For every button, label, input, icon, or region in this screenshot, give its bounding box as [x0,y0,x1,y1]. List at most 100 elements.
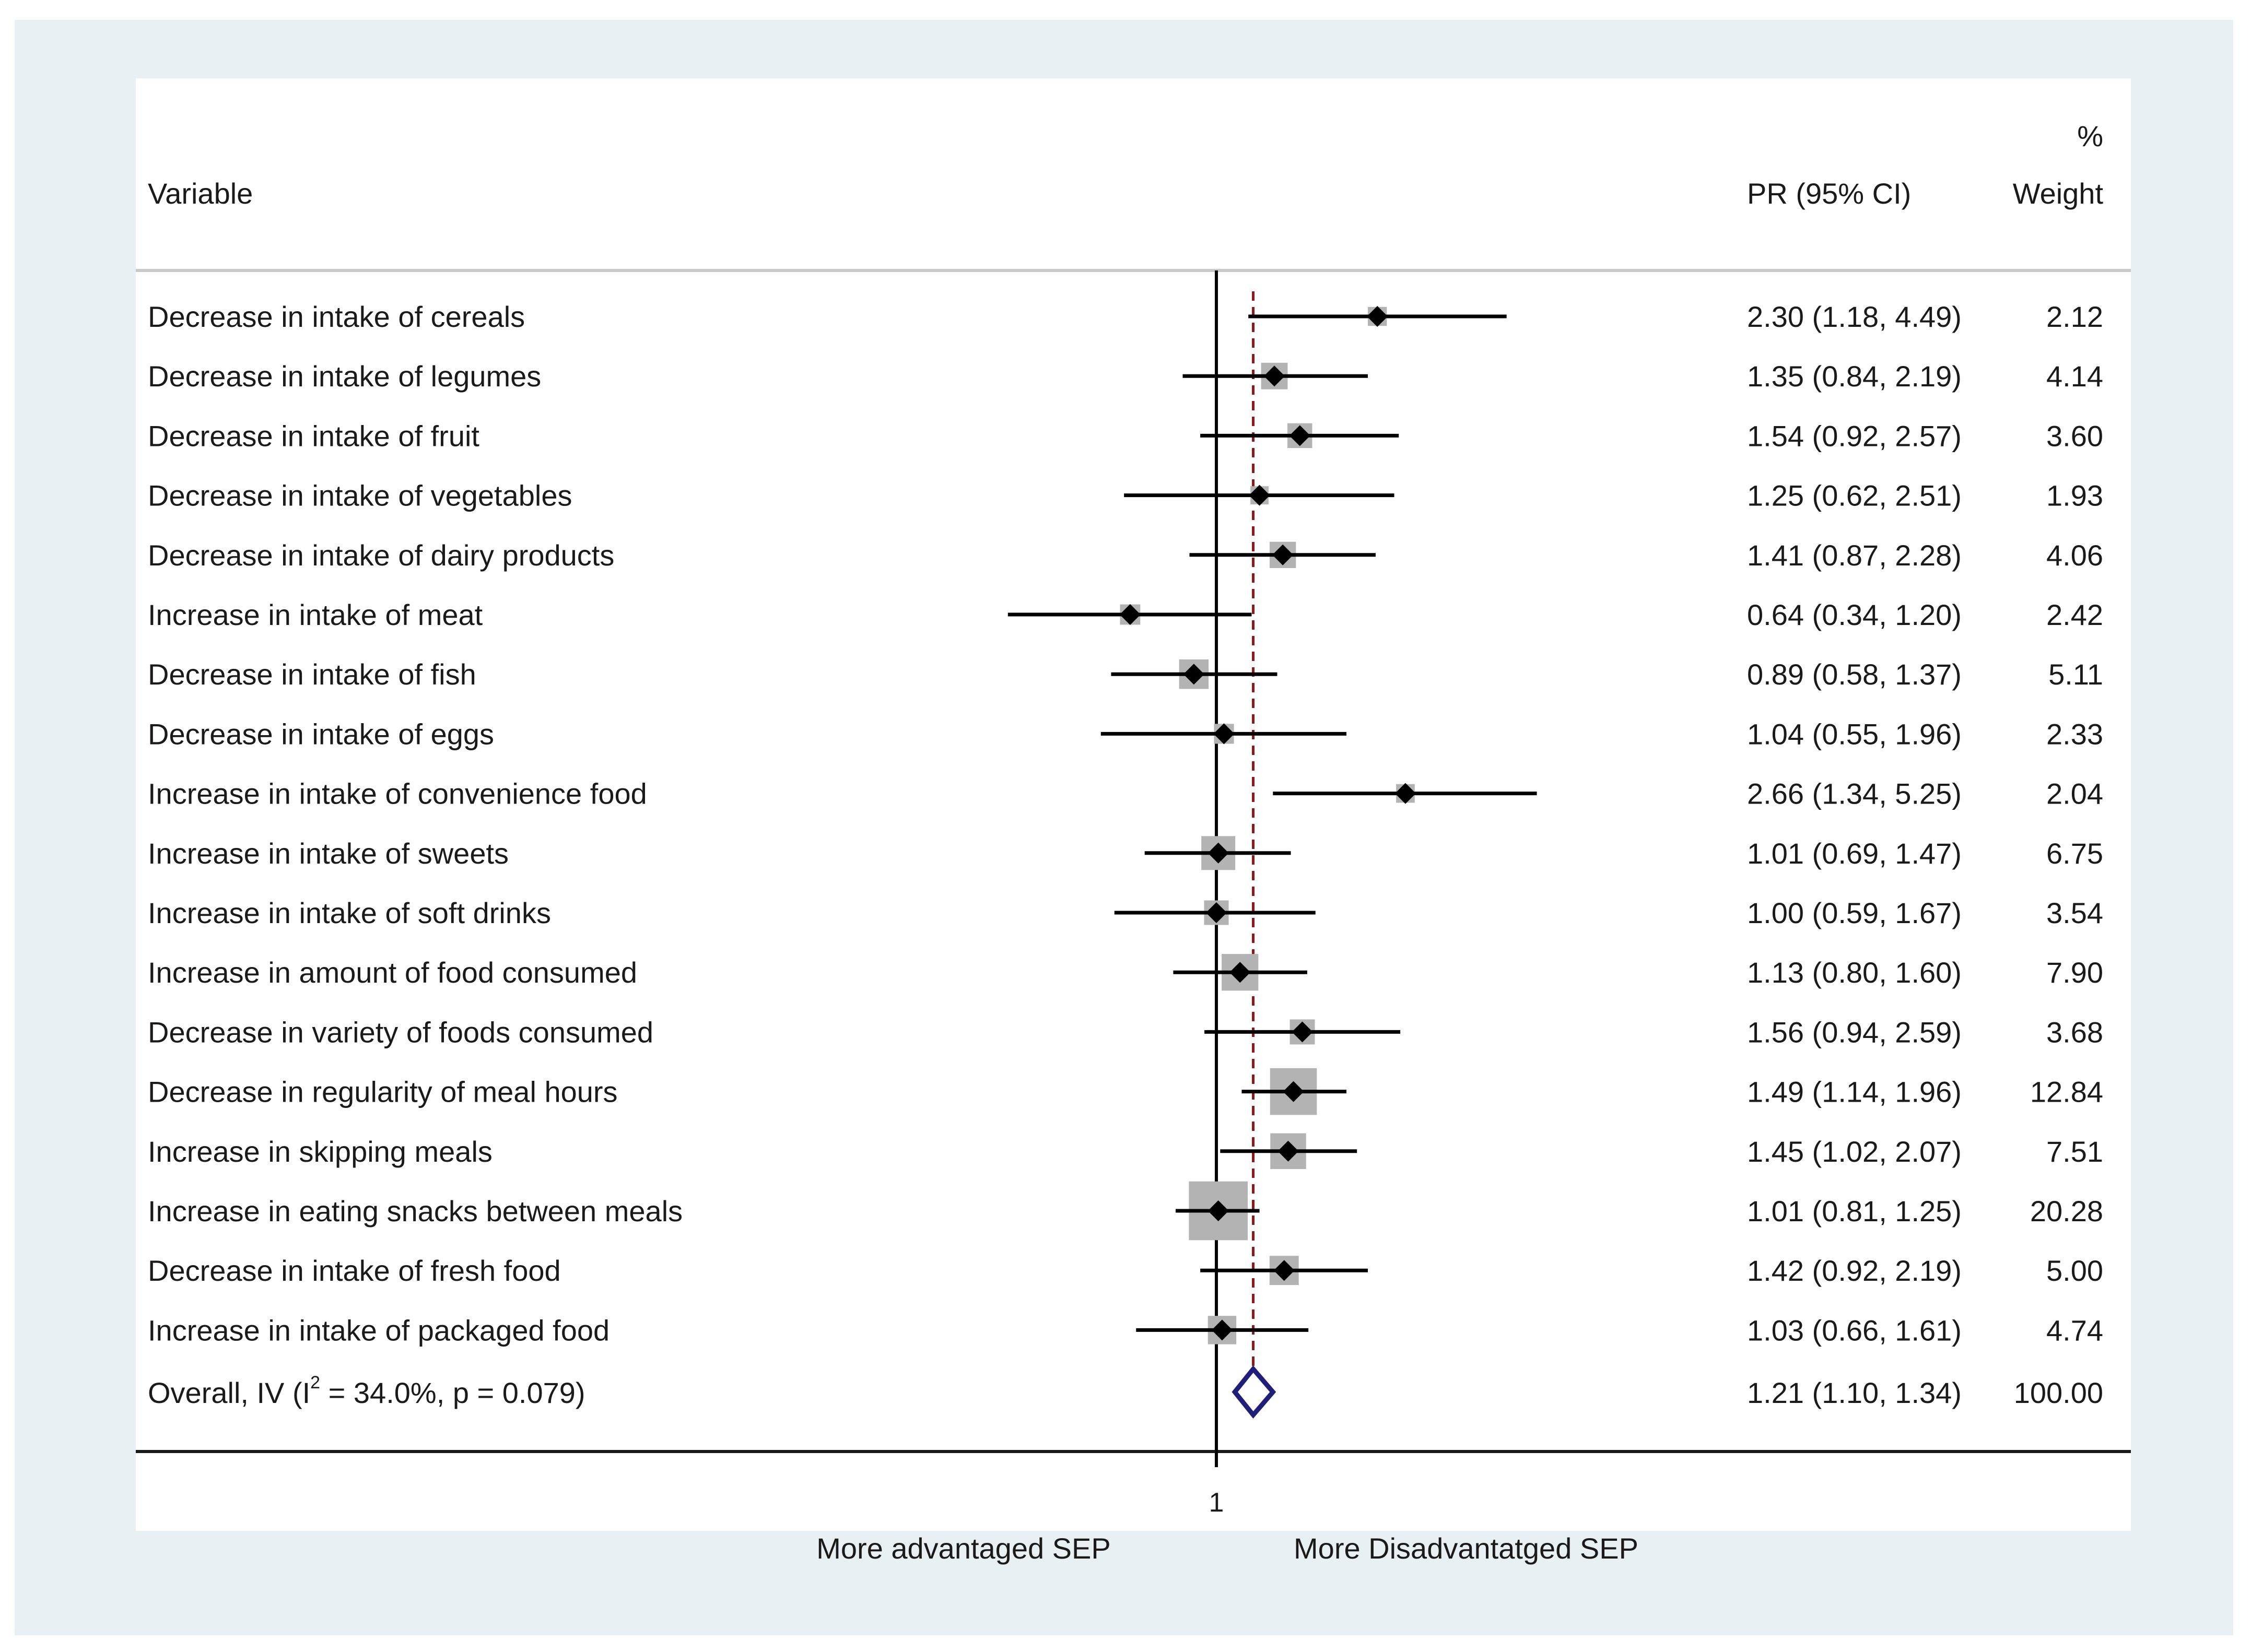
forest-row: Decrease in intake of legumes 1.35 (0.84,… [148,360,2103,393]
row-label: Decrease in intake of vegetables [148,479,572,512]
row-ci-text: 0.64 (0.34, 1.20) [1747,598,1962,631]
row-weight-text: 12.84 [2030,1076,2103,1108]
row-weight-text: 6.75 [2046,837,2103,870]
forest-row: Decrease in intake of vegetables 1.25 (0.… [148,479,2103,512]
row-label: Increase in eating snacks between meals [148,1195,683,1228]
header-estimate: PR (95% CI) [1747,177,1911,210]
forest-row: Increase in intake of sweets 1.01 (0.69, … [148,836,2103,870]
row-label: Decrease in intake of eggs [148,717,494,750]
row-ci-text: 1.56 (0.94, 2.59) [1747,1016,1962,1048]
row-label: Decrease in intake of fresh food [148,1254,561,1287]
row-weight-text: 4.06 [2046,539,2103,572]
point-estimate-marker [1213,723,1235,745]
row-label: Increase in intake of packaged food [148,1314,609,1347]
row-weight-text: 3.54 [2046,896,2103,929]
point-estimate-marker [1272,544,1294,565]
row-ci-text: 2.66 (1.34, 5.25) [1747,777,1962,810]
row-weight-text: 7.90 [2046,956,2103,989]
row-ci-text: 1.49 (1.14, 1.96) [1747,1076,1962,1108]
header-weight-percent: % [2077,120,2103,152]
row-weight-text: 5.11 [2048,658,2103,691]
row-label: Increase in intake of soft drinks [148,896,551,929]
row-weight-text: 3.68 [2046,1016,2103,1048]
row-weight-text: 2.42 [2046,598,2103,631]
forest-row: Increase in eating snacks between meals 1… [148,1181,2103,1241]
row-label: Increase in intake of convenience food [148,777,647,810]
forest-row: Increase in intake of packaged food 1.03 … [148,1314,2103,1347]
row-ci-text: 1.00 (0.59, 1.67) [1747,896,1962,929]
row-weight-text: 5.00 [2046,1254,2103,1287]
row-ci-text: 1.01 (0.69, 1.47) [1747,837,1962,870]
row-label: Decrease in intake of fruit [148,419,479,452]
row-ci-text: 1.54 (0.92, 2.57) [1747,419,1962,452]
x-direction-right: More Disadvantatged SEP [1294,1532,1638,1565]
row-label: Increase in amount of food consumed [148,956,637,989]
forest-row: Decrease in intake of fresh food 1.42 (0.… [148,1254,2103,1287]
row-ci-text: 1.25 (0.62, 2.51) [1747,479,1962,512]
point-estimate-marker [1206,902,1227,923]
row-label: Decrease in intake of cereals [148,300,525,333]
forest-row: Increase in skipping meals 1.45 (1.02, 2.… [148,1133,2103,1170]
forest-row: Decrease in intake of fruit 1.54 (0.92, 2… [148,419,2103,452]
point-estimate-marker [1367,306,1388,327]
row-weight-text: 20.28 [2030,1195,2103,1228]
overall-label-superscript: 2 [310,1373,320,1393]
point-estimate-marker [1207,1200,1229,1221]
row-label: Increase in skipping meals [148,1135,493,1168]
forest-row: Decrease in intake of fish 0.89 (0.58, 1.… [148,658,2103,691]
overall-label-prefix: Overall, IV (I [148,1376,310,1409]
point-estimate-marker [1249,485,1270,506]
row-label: Decrease in intake of fish [148,658,476,691]
point-estimate-marker [1283,1081,1304,1102]
point-estimate-marker [1273,1260,1295,1281]
header-variable: Variable [148,177,253,210]
row-ci-text: 1.04 (0.55, 1.96) [1747,717,1962,750]
forest-row: Decrease in regularity of meal hours 1.49… [148,1068,2103,1115]
forest-row: Decrease in variety of foods consumed 1.5… [148,1016,2103,1048]
row-weight-text: 2.12 [2046,300,2103,333]
overall-ci-text: 1.21 (1.10, 1.34) [1747,1376,1962,1409]
point-estimate-marker [1211,1319,1233,1341]
point-estimate-marker [1289,425,1310,446]
row-label: Increase in intake of sweets [148,837,509,870]
row-ci-text: 0.89 (0.58, 1.37) [1747,658,1962,691]
point-estimate-marker [1207,842,1229,864]
point-estimate-marker [1183,664,1204,685]
forest-row: Increase in intake of convenience food 2.… [148,777,2103,810]
row-label: Decrease in variety of foods consumed [148,1016,653,1048]
forest-row: Increase in intake of soft drinks 1.00 (0… [148,896,2103,929]
row-weight-text: 3.60 [2046,419,2103,452]
point-estimate-marker [1292,1021,1313,1043]
row-ci-text: 1.01 (0.81, 1.25) [1747,1195,1962,1228]
point-estimate-marker [1119,604,1141,625]
forest-row: Increase in amount of food consumed 1.13 … [148,954,2103,991]
row-ci-text: 1.35 (0.84, 2.19) [1747,360,1962,393]
row-weight-text: 2.04 [2046,777,2103,810]
point-estimate-marker [1229,962,1251,983]
forest-row: Decrease in intake of cereals 2.30 (1.18,… [148,300,2103,333]
row-label: Decrease in intake of legumes [148,360,541,393]
row-label: Decrease in intake of dairy products [148,539,614,572]
row-ci-text: 1.42 (0.92, 2.19) [1747,1254,1962,1287]
forest-row: Decrease in intake of dairy products 1.41… [148,539,2103,572]
row-ci-text: 1.13 (0.80, 1.60) [1747,956,1962,989]
forest-row: Increase in intake of meat 0.64 (0.34, 1.… [148,598,2103,631]
row-ci-text: 1.45 (1.02, 2.07) [1747,1135,1962,1168]
x-axis-tick-label: 1 [1209,1488,1224,1518]
row-ci-text: 1.41 (0.87, 2.28) [1747,539,1962,572]
row-weight-text: 1.93 [2046,479,2103,512]
point-estimate-marker [1264,365,1285,387]
x-direction-left: More advantaged SEP [816,1532,1110,1565]
point-estimate-marker [1394,783,1416,804]
overall-label-suffix: = 34.0%, p = 0.079) [320,1376,585,1409]
row-weight-text: 4.74 [2046,1314,2103,1347]
row-weight-text: 2.33 [2046,717,2103,750]
row-ci-text: 2.30 (1.18, 4.49) [1747,300,1962,333]
row-weight-text: 4.14 [2046,360,2103,393]
overall-diamond [1232,1365,1276,1419]
row-label: Increase in intake of meat [148,598,483,631]
row-weight-text: 7.51 [2046,1135,2103,1168]
row-ci-text: 1.03 (0.66, 1.61) [1747,1314,1962,1347]
header-weight: Weight [2013,177,2104,210]
